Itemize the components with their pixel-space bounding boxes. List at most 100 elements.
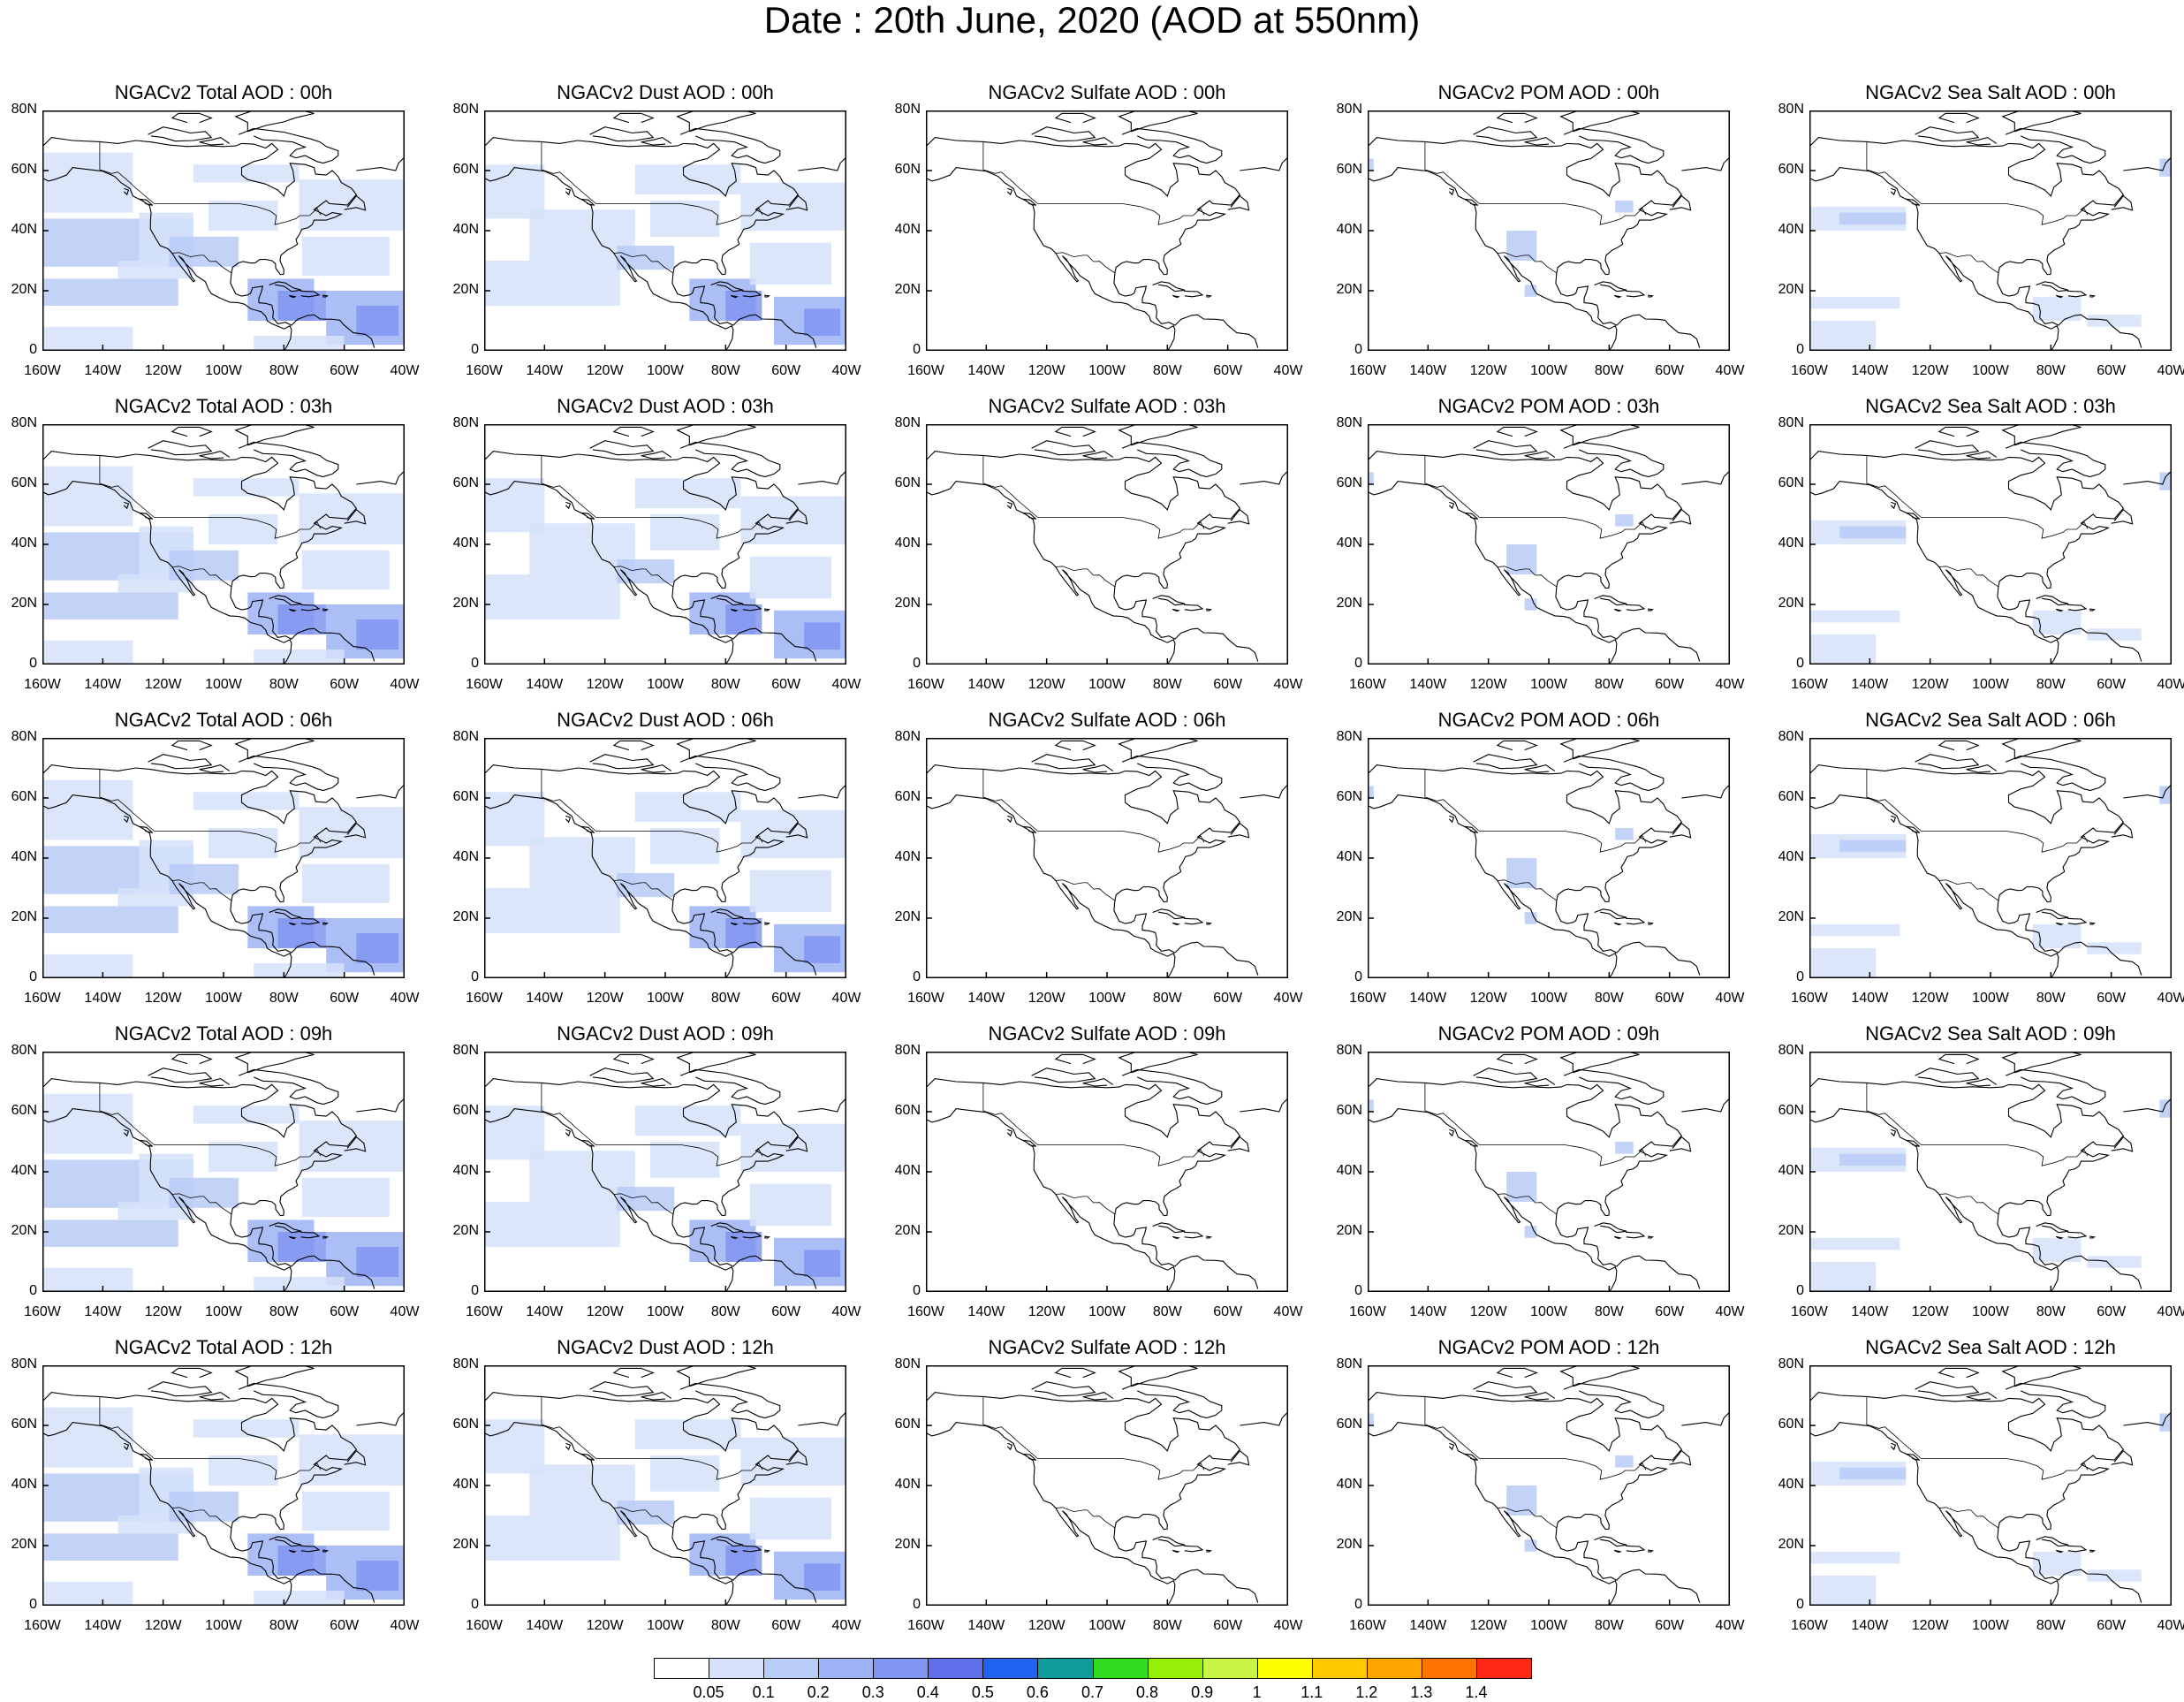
aod-shading bbox=[42, 152, 133, 213]
coastline bbox=[356, 156, 405, 171]
axis-tick-label: 120W bbox=[1911, 1618, 1949, 1633]
aod-shading bbox=[299, 1434, 405, 1485]
axis-tick-label: 140W bbox=[967, 1304, 1005, 1319]
axis-tick-label: 140W bbox=[526, 991, 564, 1006]
coastline bbox=[1648, 294, 1655, 298]
coastline bbox=[926, 794, 1176, 978]
axis-tick-label: 40N bbox=[1336, 1477, 1362, 1492]
axis-tick-label: 60N bbox=[1778, 789, 1804, 804]
coastline bbox=[139, 1453, 154, 1461]
aod-shading bbox=[208, 828, 278, 858]
country-border bbox=[613, 566, 674, 588]
axis-tick-label: 20N bbox=[1336, 1537, 1362, 1552]
aod-shading bbox=[42, 640, 133, 665]
aod-shading bbox=[2159, 158, 2172, 177]
aod-shading bbox=[804, 622, 841, 650]
axis-tick-label: 80N bbox=[1778, 102, 1804, 117]
colorbar-label: 0.2 bbox=[807, 1683, 830, 1701]
axis-tick-label: 100W bbox=[647, 991, 684, 1006]
coastline bbox=[171, 1367, 213, 1379]
coastline bbox=[589, 440, 655, 456]
axis-tick-label: 140W bbox=[1409, 677, 1447, 692]
aod-map-total bbox=[42, 424, 405, 665]
aod-shading bbox=[1809, 923, 1900, 937]
aod-shading bbox=[1615, 201, 1634, 213]
coastline bbox=[300, 604, 321, 612]
coastline bbox=[1172, 1549, 1180, 1554]
coastline bbox=[589, 1068, 655, 1083]
panel-title: NGACv2 POM AOD : 12h bbox=[1437, 1336, 1660, 1358]
coastline bbox=[1626, 1231, 1646, 1239]
aod-shading bbox=[1809, 1237, 1900, 1250]
axis-tick-label: 60N bbox=[894, 1417, 921, 1432]
axis-tick-label: 40N bbox=[1336, 536, 1362, 551]
aod-map-pom bbox=[1368, 1052, 1730, 1292]
axis-tick-label: 0 bbox=[913, 656, 921, 671]
aod-shading bbox=[1524, 285, 1537, 297]
aod-shading bbox=[2087, 942, 2142, 954]
aod-shading bbox=[2159, 786, 2172, 804]
coastline bbox=[238, 127, 339, 164]
coastline bbox=[300, 290, 321, 298]
coastline bbox=[300, 917, 321, 925]
coastline bbox=[2036, 1222, 2069, 1234]
coastline bbox=[344, 822, 367, 839]
axis-tick-label: 40W bbox=[1273, 363, 1303, 378]
coastline bbox=[1240, 784, 1288, 799]
coastline bbox=[1118, 1052, 1198, 1074]
axis-tick-label: 80N bbox=[1336, 415, 1362, 430]
axis-tick-label: 80W bbox=[1152, 991, 1182, 1006]
axis-tick-label: 140W bbox=[84, 1304, 122, 1319]
coastline bbox=[1368, 1422, 1618, 1606]
coastline bbox=[1559, 1365, 1640, 1387]
colorbar-label: 0.8 bbox=[1136, 1683, 1159, 1701]
coastline bbox=[42, 794, 292, 978]
aod-shading bbox=[42, 592, 178, 619]
axis-tick-label: 120W bbox=[586, 677, 624, 692]
coastline bbox=[2055, 1235, 2064, 1240]
axis-tick-label: 60N bbox=[1336, 1103, 1362, 1118]
aod-map-seasalt bbox=[1809, 1365, 2172, 1606]
country-border bbox=[1866, 141, 2089, 225]
axis-tick-label: 40W bbox=[831, 1618, 861, 1633]
coastline bbox=[356, 784, 405, 799]
coastline bbox=[1082, 1392, 1114, 1401]
colorbar-label: 0.4 bbox=[916, 1683, 939, 1701]
aod-shading bbox=[740, 1437, 846, 1485]
axis-tick-label: 160W bbox=[907, 991, 944, 1006]
axis-tick-label: 80N bbox=[11, 102, 37, 117]
coastline bbox=[1206, 1549, 1213, 1553]
coastline bbox=[676, 1365, 756, 1387]
axis-tick-label: 20N bbox=[1778, 1537, 1804, 1552]
aod-shading bbox=[1809, 634, 1877, 665]
coastline bbox=[1559, 738, 1640, 760]
coastline bbox=[1890, 1442, 1897, 1451]
coastline bbox=[234, 1052, 315, 1074]
aod-shading bbox=[749, 1497, 831, 1540]
aod-shading bbox=[301, 236, 390, 276]
coastline bbox=[1227, 508, 1250, 525]
aod-shading bbox=[2032, 923, 2082, 948]
coastline bbox=[1496, 426, 1538, 437]
aod-shading bbox=[634, 164, 741, 195]
axis-tick-label: 140W bbox=[1851, 363, 1889, 378]
aod-shading bbox=[356, 1561, 399, 1591]
axis-tick-label: 120W bbox=[1469, 1304, 1507, 1319]
colorbar-label: 0.3 bbox=[861, 1683, 884, 1701]
axis-tick-label: 40N bbox=[894, 1163, 921, 1178]
coastline bbox=[1613, 608, 1622, 612]
axis-tick-label: 40N bbox=[11, 222, 37, 237]
coastline bbox=[1006, 815, 1013, 824]
coastline bbox=[1448, 501, 1455, 510]
aod-shading bbox=[1615, 1455, 1634, 1468]
colorbar-swatch bbox=[709, 1658, 765, 1679]
coastline bbox=[1184, 604, 1204, 612]
coastline bbox=[785, 1449, 808, 1466]
axis-tick-label: 40W bbox=[1273, 1304, 1303, 1319]
aod-shading bbox=[2032, 610, 2082, 634]
coastline bbox=[1809, 1108, 2059, 1292]
coastline bbox=[322, 294, 330, 298]
axis-tick-label: 60N bbox=[894, 1103, 921, 1118]
axis-tick-label: 60N bbox=[894, 162, 921, 177]
axis-tick-label: 140W bbox=[84, 363, 122, 378]
